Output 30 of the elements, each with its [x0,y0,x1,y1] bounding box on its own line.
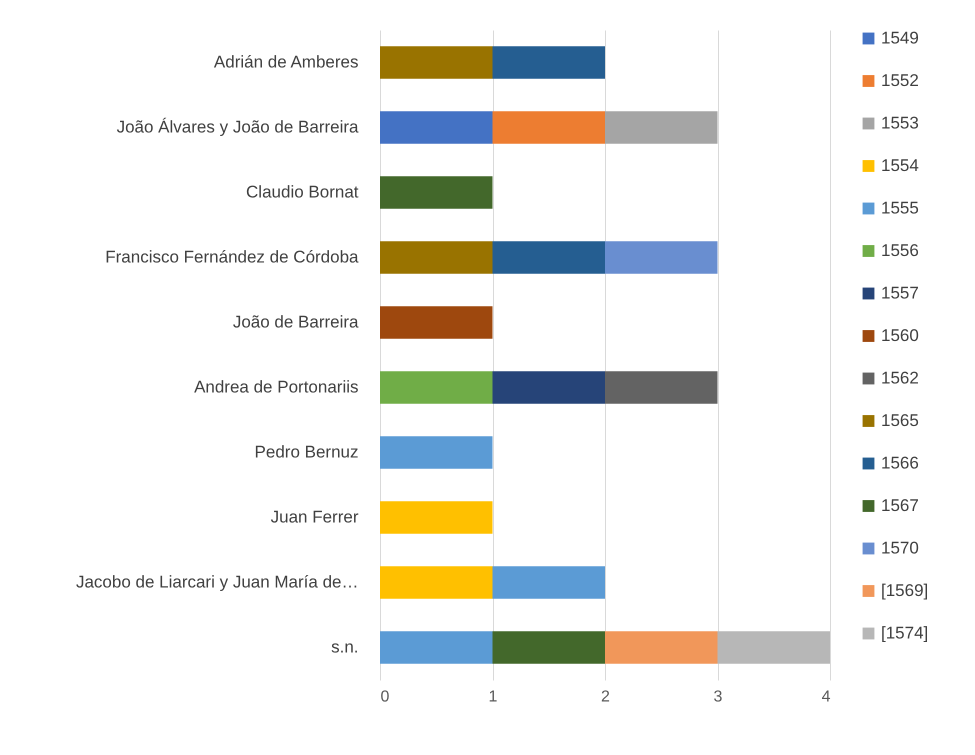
y-tick-label: Francisco Fernández de Córdoba [105,248,360,266]
legend-label: 1555 [881,198,919,218]
y-tick-label: Claudio Bornat [246,182,359,202]
legend-label: 1556 [881,241,919,260]
legend-label: 1567 [881,496,919,515]
legend-label: 1560 [881,326,919,345]
y-tick-label: Adrián de Amberes [214,52,358,72]
x-tick-label: 0 [380,688,390,706]
legend-label: 1554 [881,156,919,175]
legend-label: 1565 [881,411,919,430]
legend-label: 1566 [881,454,919,472]
legend-label: 1562 [881,368,919,388]
legend-label: 1570 [881,538,919,558]
y-tick-label: João Álvares y João de Barreira [116,118,360,136]
legend-label: 1557 [881,284,919,302]
x-tick-label: 2 [601,688,610,706]
x-tick-label: 4 [822,688,831,706]
y-tick-label: Jacobo de Liarcari y Juan María de… [76,572,358,592]
y-tick-label: Andrea de Portonariis [194,378,358,396]
legend-label: [1574] [881,624,928,642]
legend-label: 1552 [881,71,919,90]
x-tick-label: 3 [714,688,723,706]
x-tick-label: 1 [488,688,498,706]
y-tick-label: Juan Ferrer [270,508,359,526]
y-tick-label: s.n. [331,638,358,656]
y-tick-label: Pedro Bernuz [254,442,358,462]
legend-label: 1549 [881,28,919,48]
y-tick-label: João de Barreira [232,312,360,332]
legend-label: 1553 [881,114,919,132]
legend-label: [1569] [881,581,928,600]
